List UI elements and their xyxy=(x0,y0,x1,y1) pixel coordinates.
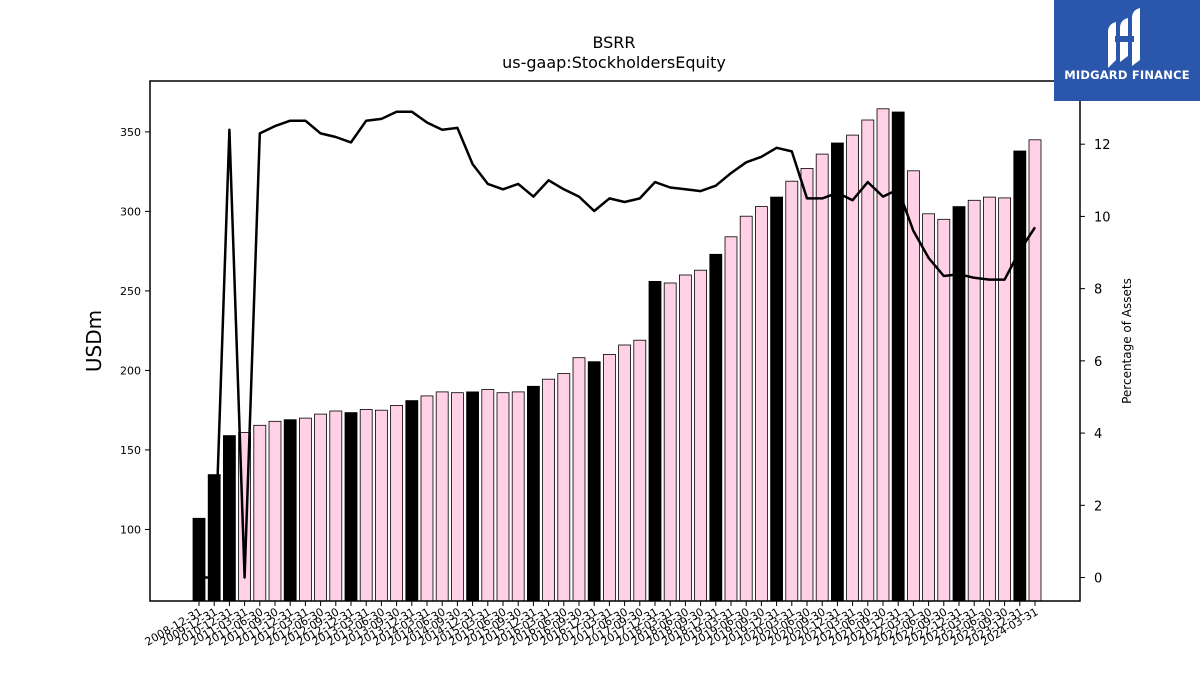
bar xyxy=(344,412,358,602)
bar xyxy=(466,391,480,602)
y-tick-label: 350 xyxy=(120,126,141,139)
bar xyxy=(603,354,616,602)
bar xyxy=(420,395,434,602)
plot-frame xyxy=(149,80,1081,602)
bar xyxy=(679,274,692,602)
y2-tick-label: 4 xyxy=(1094,427,1102,442)
x-axis-ticks: 2008-12-312009-12-312010-12-312011-03-31… xyxy=(143,601,1041,649)
y-tick-label: 250 xyxy=(120,285,141,298)
bar xyxy=(572,357,586,602)
y-tick-label: 200 xyxy=(120,364,141,377)
right-axis-ticks: 0 2 4 6 8 10 12 xyxy=(1080,138,1111,587)
midgard-finance-logo: MIDGARD FINANCE xyxy=(1054,0,1200,101)
bar xyxy=(527,385,540,602)
bar xyxy=(268,420,282,602)
bar xyxy=(648,280,662,602)
y2-tick-label: 0 xyxy=(1094,572,1102,587)
bar xyxy=(846,134,859,602)
bar xyxy=(876,108,890,602)
y2-tick-label: 2 xyxy=(1094,499,1102,514)
percentage-of-assets-line xyxy=(199,110,1037,579)
y2-tick-label: 12 xyxy=(1094,138,1111,153)
bar xyxy=(511,391,525,602)
bar xyxy=(785,180,799,602)
bar xyxy=(329,410,343,602)
bar xyxy=(922,213,935,602)
bar xyxy=(891,111,905,602)
left-axis-ticks: 100 150 200 250 300 350 xyxy=(120,126,150,536)
bar xyxy=(192,517,206,602)
bar xyxy=(861,119,875,602)
y2-tick-label: 8 xyxy=(1094,283,1102,298)
bar xyxy=(390,404,404,602)
bar xyxy=(496,392,510,602)
y2-axis-label: Percentage of Assets xyxy=(1120,278,1134,404)
logo-text: MIDGARD FINANCE xyxy=(1064,68,1190,82)
bar xyxy=(481,389,495,602)
bar xyxy=(542,378,555,602)
bar xyxy=(359,408,373,602)
bar xyxy=(435,391,449,602)
bar xyxy=(633,339,647,602)
bar xyxy=(314,413,328,602)
bar xyxy=(618,344,631,602)
y2-tick-label: 6 xyxy=(1094,355,1102,370)
bar xyxy=(253,424,267,602)
y-tick-label: 100 xyxy=(120,523,141,536)
bar xyxy=(405,400,419,602)
bar xyxy=(222,435,236,602)
bar xyxy=(557,373,571,602)
bar xyxy=(1028,139,1042,602)
bar xyxy=(283,419,297,602)
bar xyxy=(724,236,738,602)
bar xyxy=(694,269,707,602)
midgard-logo-icon xyxy=(1108,8,1140,68)
bar xyxy=(983,196,996,602)
bar xyxy=(907,170,920,602)
y-tick-label: 300 xyxy=(120,205,141,218)
bar xyxy=(374,409,388,602)
bar xyxy=(998,197,1011,602)
bar xyxy=(587,361,601,602)
bar xyxy=(739,215,753,602)
bar xyxy=(1013,150,1027,602)
bar xyxy=(663,282,677,602)
bar xyxy=(800,168,814,602)
y2-tick-label: 10 xyxy=(1094,210,1111,225)
bar xyxy=(815,153,829,602)
chart-subtitle: us-gaap:StockholdersEquity xyxy=(502,53,726,72)
y-axis-label: USDm xyxy=(82,310,106,372)
bar xyxy=(709,253,723,602)
y-tick-label: 150 xyxy=(120,444,141,457)
bar xyxy=(967,199,981,602)
bar xyxy=(298,417,312,602)
bar xyxy=(755,206,768,602)
bar xyxy=(770,196,783,602)
bar xyxy=(952,206,966,602)
chart-title: BSRR xyxy=(592,33,635,52)
bar xyxy=(831,142,844,602)
bar xyxy=(450,392,464,602)
bar-series xyxy=(192,108,1042,602)
bar xyxy=(207,474,221,602)
